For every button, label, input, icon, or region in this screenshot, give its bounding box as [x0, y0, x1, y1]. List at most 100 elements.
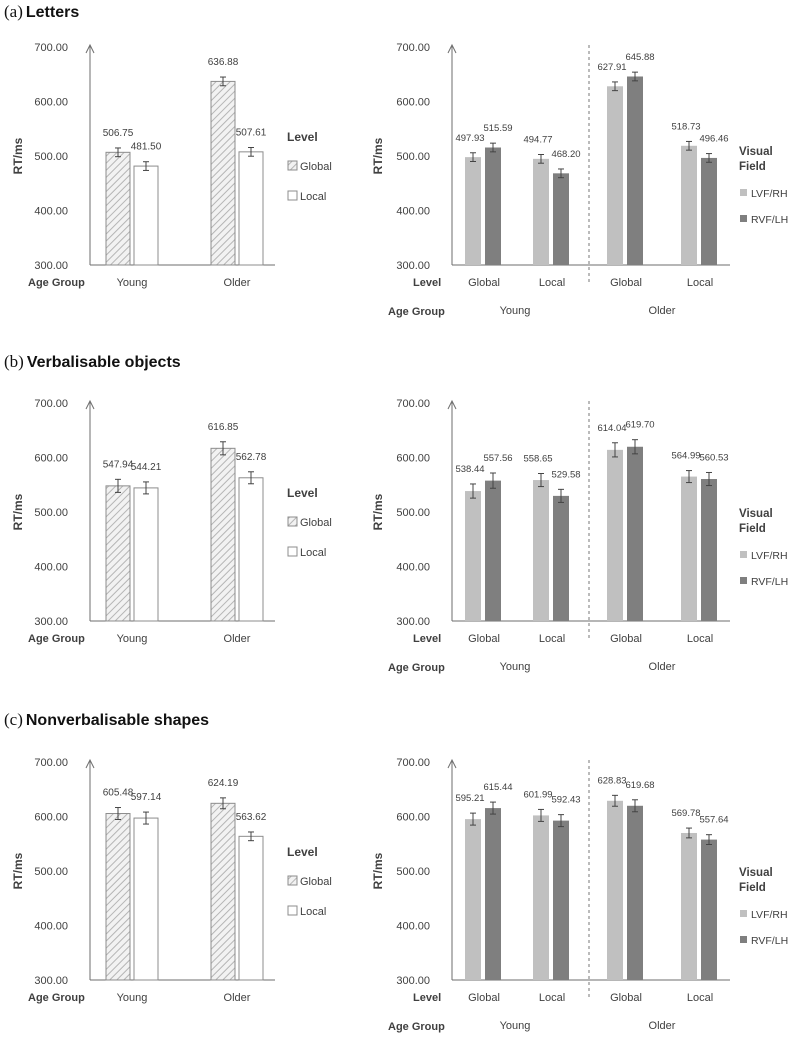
right-0-xtick: Global	[468, 277, 500, 289]
right-2-bar-lvf	[607, 800, 623, 980]
right-2-bar-rvf	[485, 808, 501, 980]
left-2-ytick: 600.00	[34, 812, 68, 824]
right-1-xtick: Global	[610, 633, 642, 645]
left-0-bar-local	[238, 151, 264, 266]
right-2-ytick: 600.00	[396, 812, 430, 824]
left-0-xtick: Older	[224, 277, 251, 289]
left-2-data-label: 563.62	[236, 812, 267, 823]
right-2-data-label: 569.78	[671, 808, 700, 819]
left-1-data-label: 544.21	[131, 462, 162, 473]
right-1-ytick: 700.00	[396, 398, 430, 410]
right-1-bar-lvf	[607, 449, 623, 621]
left-2-bar-global	[210, 802, 236, 981]
left-0-legend-label: Local	[300, 191, 326, 203]
right-1-bar-rvf	[485, 480, 501, 621]
right-0-legend-swatch	[740, 215, 747, 222]
right-2-bar-rvf	[627, 805, 643, 980]
right-0-data-label: 518.73	[671, 121, 700, 132]
left-1-xtick: Older	[224, 633, 251, 645]
left-1-ytick: 600.00	[34, 453, 68, 465]
left-2-data-label: 624.19	[208, 778, 239, 789]
left-0-ytick: 700.00	[34, 42, 68, 54]
right-1-data-label: 558.65	[523, 453, 552, 464]
right-0-level-label: Level	[413, 277, 441, 289]
right-0-xtick: Local	[687, 277, 713, 289]
right-0-bar-rvf	[627, 76, 643, 266]
panel-a-name: Letters	[25, 4, 80, 21]
left-1-data-label: 562.78	[236, 452, 267, 463]
right-0-age-label: Age Group	[388, 306, 445, 318]
right-0-bar-rvf	[485, 147, 501, 265]
left-0-ytick: 600.00	[34, 97, 68, 109]
right-0-bar-rvf	[553, 173, 569, 265]
right-0-data-label: 494.77	[523, 134, 552, 145]
left-0-xlabel: Age Group	[28, 277, 85, 289]
panel-b-letter: (b)	[4, 352, 24, 371]
right-0-data-label: 497.93	[455, 133, 484, 144]
left-2-xtick: Older	[224, 992, 251, 1004]
right-2-ylabel: RT/ms	[371, 852, 385, 889]
right-1-group-label: Young	[500, 661, 531, 673]
panel-b-name: Verbalisable objects	[26, 354, 181, 371]
left-1-bar-global	[105, 485, 131, 622]
right-1-xtick: Local	[539, 633, 565, 645]
left-0-bar-global	[105, 151, 131, 266]
left-2-bar-local	[238, 835, 264, 981]
left-1-ytick: 500.00	[34, 507, 68, 519]
right-1-xtick: Global	[468, 633, 500, 645]
right-2-xtick: Global	[468, 992, 500, 1004]
right-2-xtick: Local	[687, 992, 713, 1004]
left-2-legend-swatch	[287, 875, 298, 886]
left-2-ytick: 500.00	[34, 866, 68, 878]
left-0-data-label: 481.50	[131, 142, 162, 153]
right-2-legend-swatch	[740, 936, 747, 943]
left-1-data-label: 616.85	[208, 422, 239, 433]
right-2-y-axis-arrow	[447, 758, 457, 769]
left-2-xlabel: Age Group	[28, 992, 85, 1004]
right-1-y-axis-arrow	[447, 399, 457, 410]
right-0-xtick: Global	[610, 277, 642, 289]
right-1-data-label: 538.44	[455, 464, 484, 475]
right-2-bar-lvf	[533, 815, 549, 980]
right-1-level-label: Level	[413, 633, 441, 645]
panel-c-name: Nonverbalisable shapes	[25, 712, 210, 729]
right-1-bar-lvf	[681, 476, 697, 621]
right-1-legend-title: Field	[739, 523, 766, 535]
right-0-group-label: Older	[649, 305, 676, 317]
right-1-legend-title: Visual	[739, 508, 773, 520]
left-2-ylabel: RT/ms	[11, 852, 25, 889]
right-2-bar-rvf	[553, 820, 569, 980]
left-1-legend-swatch	[287, 546, 298, 557]
right-1-bar-lvf	[533, 480, 549, 621]
right-2-legend-title: Visual	[739, 867, 773, 879]
right-2-data-label: 615.44	[483, 782, 512, 793]
right-0-xtick: Local	[539, 277, 565, 289]
left-2-ytick: 400.00	[34, 921, 68, 933]
right-1-legend-swatch	[740, 577, 747, 584]
left-2-legend-swatch	[287, 905, 298, 916]
right-0-ytick: 400.00	[396, 206, 430, 218]
left-1-legend-label: Global	[300, 517, 332, 529]
right-1-data-label: 557.56	[483, 453, 512, 464]
left-2-bar-local	[133, 817, 159, 981]
right-2-xtick: Local	[539, 992, 565, 1004]
right-0-ytick: 600.00	[396, 97, 430, 109]
left-2-legend-label: Global	[300, 876, 332, 888]
left-1-ytick: 400.00	[34, 562, 68, 574]
right-1-bar-rvf	[627, 446, 643, 621]
left-1-ytick: 300.00	[34, 616, 68, 628]
left-1-legend-title: Level	[287, 486, 318, 500]
right-1-ytick: 600.00	[396, 453, 430, 465]
left-1-ytick: 700.00	[34, 398, 68, 410]
right-0-data-label: 496.46	[699, 134, 728, 145]
left-1-data-label: 547.94	[103, 459, 134, 470]
right-2-data-label: 595.21	[455, 793, 484, 804]
left-1-y-axis-arrow	[85, 399, 95, 410]
right-2-legend-swatch	[740, 910, 747, 917]
left-2-ytick: 700.00	[34, 757, 68, 769]
right-0-data-label: 515.59	[483, 123, 512, 134]
left-2-data-label: 605.48	[103, 788, 134, 799]
right-1-ytick: 400.00	[396, 562, 430, 574]
right-1-data-label: 560.53	[699, 452, 728, 463]
right-0-ytick: 300.00	[396, 260, 430, 272]
